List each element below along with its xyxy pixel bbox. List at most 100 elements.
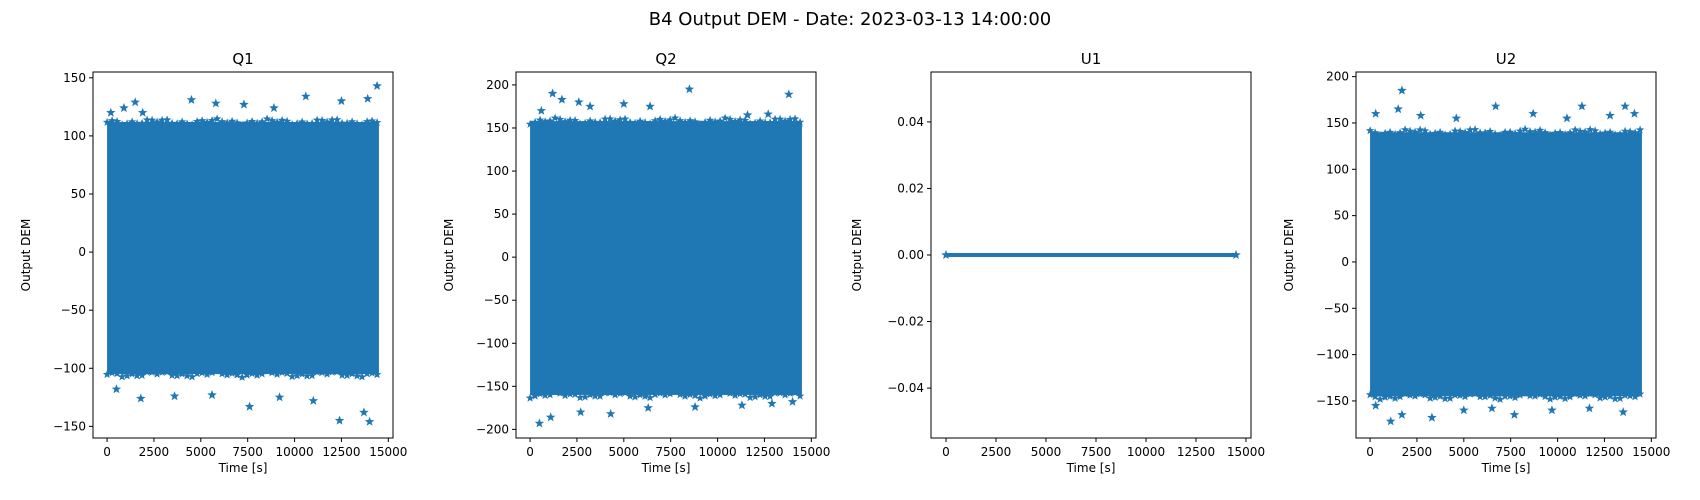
data-point [1490, 101, 1501, 111]
x-tick-label: 5000 [1449, 445, 1480, 459]
data-point [239, 99, 249, 109]
data-point [787, 396, 798, 406]
data-point [1605, 110, 1615, 120]
data-point [1459, 405, 1469, 415]
x-tick-label: 2500 [1402, 445, 1433, 459]
data-point [244, 401, 255, 411]
data-point [1393, 104, 1403, 114]
x-tick-label: 0 [103, 445, 111, 459]
data-point [119, 103, 129, 113]
y-tick-label: 200 [1326, 70, 1349, 84]
data-point [362, 93, 373, 103]
subplot-title: Q2 [655, 50, 676, 68]
data-point [737, 400, 747, 410]
data-point [372, 80, 382, 90]
subplot-title: Q1 [232, 50, 253, 68]
x-tick-label: 2500 [562, 445, 593, 459]
data-point [1487, 403, 1497, 413]
subplot-u2: 0 2500 5000 7500 10000 12500 15000 −150 −100 −50 0… [1282, 50, 1670, 475]
x-tick-label: 5000 [1031, 445, 1062, 459]
data-point [169, 391, 180, 401]
data-point [1618, 407, 1628, 417]
data-point [207, 390, 217, 400]
data-point [605, 408, 616, 418]
point-cloud-band [1370, 132, 1642, 397]
data-point [1397, 409, 1407, 419]
data-point [547, 88, 558, 98]
data-point [308, 395, 319, 405]
axes-frame [515, 71, 817, 439]
x-tick-label: 10000 [1127, 445, 1165, 459]
data-point [1415, 110, 1426, 120]
series-points [1365, 85, 1645, 426]
x-tick-label: 0 [942, 445, 950, 459]
x-tick-label: 0 [1366, 445, 1374, 459]
series-points [525, 84, 805, 428]
y-tick-label: −50 [1324, 301, 1349, 315]
x-axis-label: Time [s] [218, 461, 268, 475]
data-point [643, 402, 653, 412]
x-tick-label: 5000 [186, 445, 217, 459]
data-point [742, 110, 753, 120]
point-cloud-top-edge [1365, 124, 1645, 139]
data-point [1577, 101, 1587, 111]
y-tick-label: −150 [53, 419, 86, 433]
y-tick-label: 0 [1341, 255, 1349, 269]
point-cloud-top-edge [102, 114, 382, 129]
y-tick-label: −100 [1316, 348, 1349, 362]
data-point [784, 89, 794, 99]
data-point [1528, 108, 1538, 118]
x-tick-label: 12500 [1177, 445, 1215, 459]
x-tick-label: 2500 [139, 445, 170, 459]
x-tick-label: 10000 [698, 445, 736, 459]
y-tick-label: −200 [476, 422, 509, 436]
y-tick-label: 50 [1334, 209, 1349, 223]
x-tick-label: 7500 [232, 445, 263, 459]
y-tick-label: 0.00 [897, 248, 924, 262]
data-point [359, 407, 369, 417]
y-axis-label: Output DEM [850, 219, 864, 292]
subplot-u1: 0 2500 5000 7500 10000 12500 15000 −0.04 −0.02 0.… [850, 50, 1265, 475]
x-tick-label: 0 [526, 445, 534, 459]
y-axis-label: Output DEM [442, 219, 456, 292]
data-point [274, 392, 285, 402]
y-axis-label: Output DEM [1282, 219, 1296, 292]
data-point [111, 384, 122, 394]
data-point [1509, 409, 1520, 419]
data-point [1397, 85, 1407, 95]
data-point [1370, 108, 1381, 118]
data-point [186, 94, 197, 104]
data-point [130, 97, 140, 107]
axes-frame [92, 71, 394, 439]
data-point [1385, 416, 1396, 426]
point-cloud-band [946, 253, 1236, 257]
point-cloud-bottom-edge [1365, 388, 1645, 403]
y-tick-label: 0 [78, 245, 86, 259]
x-axis-label: Time [s] [1481, 461, 1531, 475]
y-tick-label: 50 [494, 207, 509, 221]
data-point [1584, 403, 1595, 413]
y-tick-label: −100 [476, 336, 509, 350]
x-tick-label: 15000 [1632, 445, 1670, 459]
data-point [1562, 113, 1572, 123]
data-point [793, 123, 803, 132]
data-point [301, 91, 311, 101]
data-point [574, 97, 584, 107]
y-tick-label: 100 [63, 129, 86, 143]
y-tick-label: 150 [63, 71, 86, 85]
data-point [645, 101, 655, 111]
data-point [545, 412, 556, 422]
y-tick-label: 100 [486, 164, 509, 178]
data-point [364, 416, 375, 426]
x-tick-label: 7500 [1081, 445, 1112, 459]
x-tick-label: 7500 [1495, 445, 1526, 459]
point-cloud-band [107, 121, 379, 375]
data-point [557, 94, 567, 104]
data-point [684, 84, 695, 94]
data-point [211, 98, 221, 108]
y-tick-label: −0.04 [887, 381, 924, 395]
data-point [575, 407, 586, 417]
y-tick-label: 100 [1326, 162, 1349, 176]
x-tick-label: 10000 [275, 445, 313, 459]
